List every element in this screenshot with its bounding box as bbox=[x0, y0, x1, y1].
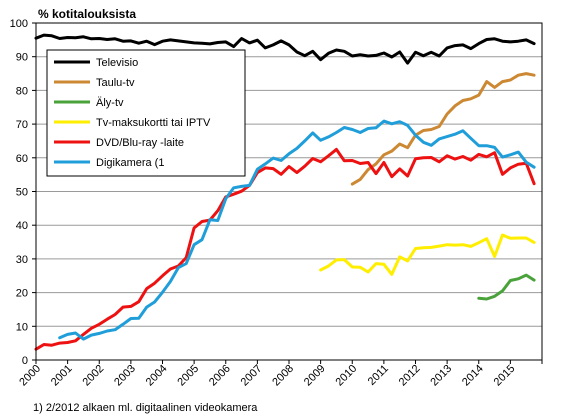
y-tick-label: 20 bbox=[16, 288, 28, 300]
legend-box bbox=[46, 49, 246, 177]
x-axis-ticks: 2000 2001 2002 2003 2004 2005 2006 2007 2008 2009… bbox=[17, 360, 543, 389]
series-layer bbox=[34, 33, 536, 351]
y-tick-label: 100 bbox=[10, 18, 28, 30]
y-tick-label: 80 bbox=[16, 85, 28, 97]
y-tick-label: 70 bbox=[16, 119, 28, 131]
footnote: 1) 2/2012 alkaen ml. digitaalinen videok… bbox=[33, 402, 258, 414]
series-line-2 bbox=[350, 72, 536, 186]
x-tick-label: 2013 bbox=[428, 363, 454, 389]
y-tick-label: 0 bbox=[22, 355, 28, 367]
x-tick-label: 2015 bbox=[492, 363, 518, 389]
legend-label: Televisio bbox=[96, 57, 138, 69]
y-axis-ticks: 0 10 20 30 40 50 60 70 80 90 100 bbox=[10, 18, 36, 367]
y-tick-label: 90 bbox=[16, 52, 28, 64]
x-tick-label: 2007 bbox=[239, 363, 265, 389]
x-tick-label: 2014 bbox=[460, 363, 486, 389]
series-line-1 bbox=[34, 33, 536, 65]
legend-label: DVD/Blu-ray -laite bbox=[96, 137, 184, 149]
y-axis-title: % kotitalouksista bbox=[38, 7, 136, 21]
legend-label: Tv-maksukortti tai IPTV bbox=[96, 117, 211, 129]
y-tick-label: 10 bbox=[16, 321, 28, 333]
y-tick-label: 30 bbox=[16, 254, 28, 266]
series-line-3 bbox=[477, 273, 536, 301]
series-line-5 bbox=[34, 147, 536, 351]
y-tick-label: 60 bbox=[16, 153, 28, 165]
legend: Televisio Taulu-tv Äly-tv Tv-maksukortti ta… bbox=[46, 49, 246, 177]
series-line-6 bbox=[58, 119, 536, 341]
x-tick-label: 2001 bbox=[49, 363, 75, 389]
x-tick-label: 2010 bbox=[334, 363, 360, 389]
legend-label: Äly-tv bbox=[96, 97, 124, 109]
x-tick-label: 2003 bbox=[112, 363, 138, 389]
x-tick-label: 2011 bbox=[366, 363, 391, 388]
x-tick-label: 2005 bbox=[175, 363, 201, 389]
y-tick-label: 40 bbox=[16, 220, 28, 232]
x-tick-label: 2004 bbox=[144, 363, 170, 389]
x-tick-label: 2012 bbox=[397, 363, 423, 389]
y-tick-label: 50 bbox=[16, 187, 28, 199]
x-tick-label: 2009 bbox=[302, 363, 328, 389]
x-tick-label: 2008 bbox=[270, 363, 296, 389]
legend-label: Taulu-tv bbox=[96, 77, 135, 89]
legend-label: Digikamera (1 bbox=[96, 157, 164, 169]
series-line-4 bbox=[319, 233, 536, 276]
x-tick-label: 2002 bbox=[81, 363, 107, 389]
x-tick-label: 2006 bbox=[207, 363, 233, 389]
